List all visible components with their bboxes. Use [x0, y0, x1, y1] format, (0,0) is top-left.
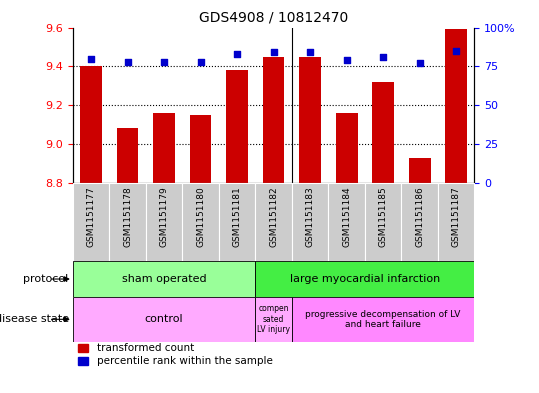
- Text: GSM1151179: GSM1151179: [160, 187, 169, 248]
- Text: GSM1151185: GSM1151185: [378, 187, 388, 248]
- Bar: [116, 129, 139, 183]
- Text: disease state: disease state: [0, 314, 69, 324]
- Bar: [153, 113, 175, 183]
- Text: compen
sated
LV injury: compen sated LV injury: [257, 305, 290, 334]
- Text: GSM1151177: GSM1151177: [87, 187, 95, 248]
- Bar: [292, 297, 474, 342]
- Text: GSM1151180: GSM1151180: [196, 187, 205, 248]
- Point: [415, 60, 424, 66]
- Text: control: control: [144, 314, 183, 324]
- Point: [270, 49, 278, 55]
- Point: [452, 48, 460, 54]
- Bar: [262, 57, 285, 183]
- Bar: [219, 183, 255, 261]
- Bar: [73, 261, 255, 297]
- Point: [233, 51, 241, 57]
- Bar: [445, 29, 467, 183]
- Bar: [299, 57, 321, 183]
- Bar: [402, 183, 438, 261]
- Legend: transformed count, percentile rank within the sample: transformed count, percentile rank withi…: [78, 343, 273, 366]
- Bar: [190, 115, 211, 183]
- Bar: [365, 183, 402, 261]
- Text: large myocardial infarction: large myocardial infarction: [289, 274, 440, 284]
- Bar: [226, 70, 248, 183]
- Bar: [182, 183, 219, 261]
- Text: GSM1151183: GSM1151183: [306, 187, 315, 248]
- Text: protocol: protocol: [24, 274, 69, 284]
- Bar: [336, 113, 357, 183]
- Bar: [372, 82, 394, 183]
- Text: GSM1151181: GSM1151181: [232, 187, 241, 248]
- Point: [196, 59, 205, 65]
- Bar: [73, 297, 255, 342]
- Title: GDS4908 / 10812470: GDS4908 / 10812470: [199, 11, 348, 25]
- Point: [123, 59, 132, 65]
- Bar: [146, 183, 182, 261]
- Text: GSM1151187: GSM1151187: [452, 187, 460, 248]
- Text: GSM1151182: GSM1151182: [269, 187, 278, 247]
- Point: [160, 59, 168, 65]
- Bar: [73, 183, 109, 261]
- Bar: [255, 297, 292, 342]
- Text: sham operated: sham operated: [122, 274, 206, 284]
- Point: [306, 49, 314, 55]
- Bar: [255, 261, 474, 297]
- Text: GSM1151178: GSM1151178: [123, 187, 132, 248]
- Text: progressive decompensation of LV
and heart failure: progressive decompensation of LV and hea…: [306, 310, 461, 329]
- Text: GSM1151186: GSM1151186: [415, 187, 424, 248]
- Bar: [80, 66, 102, 183]
- Bar: [328, 183, 365, 261]
- Point: [379, 54, 388, 60]
- Text: GSM1151184: GSM1151184: [342, 187, 351, 247]
- Point: [342, 57, 351, 63]
- Bar: [255, 183, 292, 261]
- Bar: [292, 183, 328, 261]
- Bar: [409, 158, 431, 183]
- Point: [87, 55, 95, 62]
- Bar: [109, 183, 146, 261]
- Bar: [438, 183, 474, 261]
